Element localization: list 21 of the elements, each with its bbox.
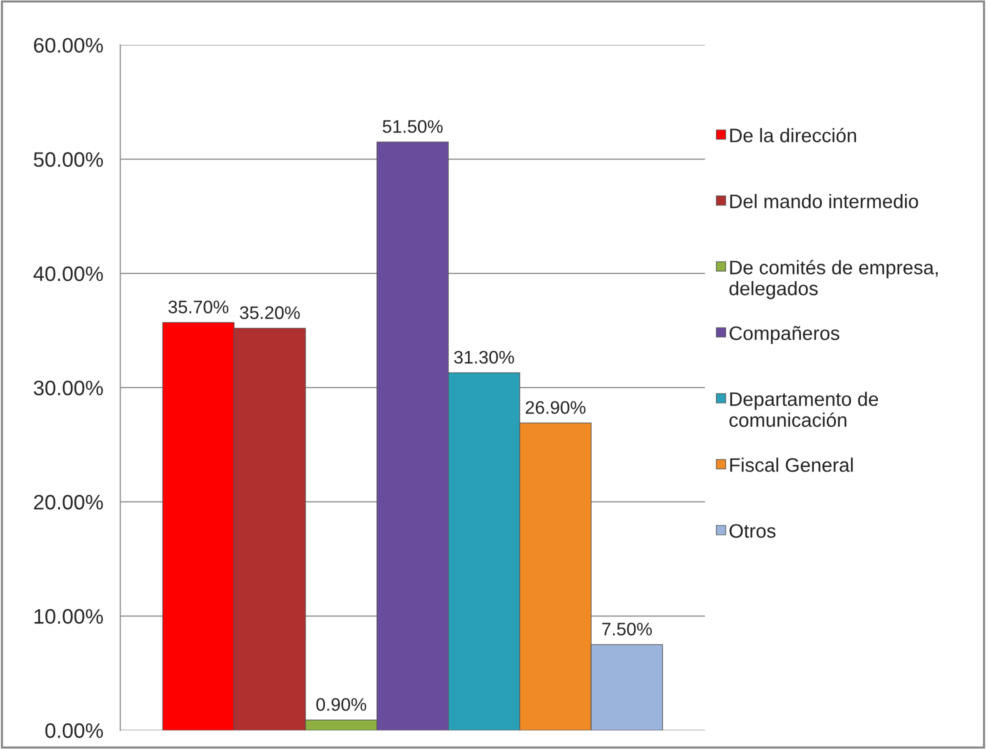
legend-label: Compañeros: [730, 326, 840, 344]
data-label: 35.70%: [168, 300, 228, 314]
y-tick-label: 40.00%: [33, 266, 103, 282]
legend-label: De la dirección: [730, 128, 856, 142]
data-label: 7.50%: [602, 622, 652, 636]
legend-label: Otros: [730, 524, 776, 538]
y-tick-label: 0.00%: [45, 723, 103, 738]
y-tick-label: 30.00%: [34, 380, 103, 396]
y-tick-label: 20.00%: [34, 494, 103, 510]
y-tick-label: 10.00%: [34, 609, 103, 624]
data-label: 0.90%: [316, 698, 366, 711]
legend-label: Departamento de comunicación: [729, 392, 878, 427]
data-label: 51.50%: [382, 120, 443, 133]
legend-label: Del mando intermedio: [730, 194, 918, 208]
data-label: 35.20%: [240, 306, 300, 320]
data-label: 31.30%: [454, 350, 514, 364]
data-label: 26.90%: [526, 401, 586, 414]
legend-label: De comités de empresa, delegados: [729, 260, 938, 300]
legend-label: Fiscal General: [730, 458, 853, 472]
y-tick-label: 50.00%: [34, 152, 103, 167]
y-tick-label: 60.00%: [34, 38, 103, 53]
